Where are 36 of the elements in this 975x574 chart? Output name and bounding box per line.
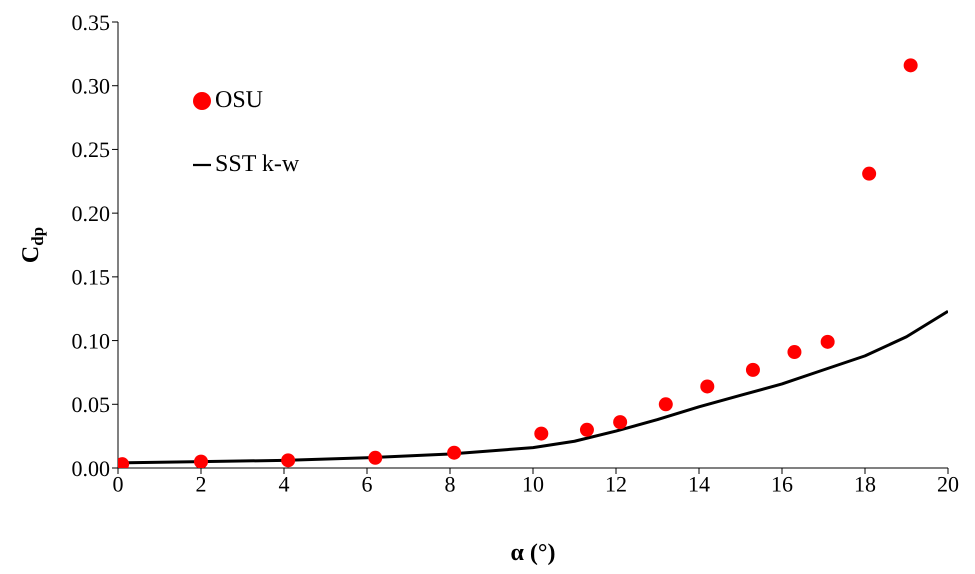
x-tick-label: 0: [112, 472, 124, 497]
point: [746, 362, 760, 377]
point: [281, 453, 296, 468]
point: [534, 426, 548, 441]
point: [447, 446, 462, 460]
x-tick-label: 4: [278, 472, 290, 497]
point: [787, 345, 802, 360]
point: [658, 397, 673, 412]
point: [580, 422, 594, 437]
x-axis-title: α (°): [510, 540, 556, 566]
y-tick-label: 0.25: [72, 137, 110, 162]
point: [904, 58, 918, 72]
y-tick-label: 0.35: [72, 10, 110, 35]
point: [862, 166, 876, 181]
y-tick-label: 0.05: [72, 392, 110, 418]
x-tick-label: 16: [771, 472, 793, 497]
y-tick-label: 0.10: [72, 328, 110, 354]
legend-label: OSU: [215, 87, 264, 113]
x-tick-label: 20: [937, 472, 959, 497]
y-tick-label: 0.15: [72, 264, 110, 290]
legend-label: SST k-w: [215, 151, 300, 177]
y-tick-label: 0.00: [72, 456, 110, 481]
x-tick-label: 10: [522, 472, 544, 497]
point: [368, 450, 382, 465]
x-tick-label: 2: [196, 472, 206, 497]
x-tick-label: 6: [362, 472, 372, 497]
point: [194, 454, 208, 468]
y-tick-label: 0.20: [72, 200, 110, 226]
x-tick-label: 14: [688, 472, 710, 497]
y-tick-label: 0.30: [72, 74, 110, 99]
point: [820, 334, 835, 349]
x-tick-label: 8: [444, 472, 456, 497]
x-tick-label: 12: [605, 472, 627, 497]
point: [700, 379, 714, 394]
x-tick-label: 18: [854, 472, 876, 497]
point: [613, 415, 628, 430]
